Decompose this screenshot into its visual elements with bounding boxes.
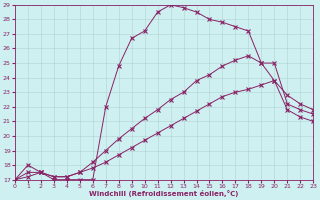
X-axis label: Windchill (Refroidissement éolien,°C): Windchill (Refroidissement éolien,°C) [89, 190, 239, 197]
